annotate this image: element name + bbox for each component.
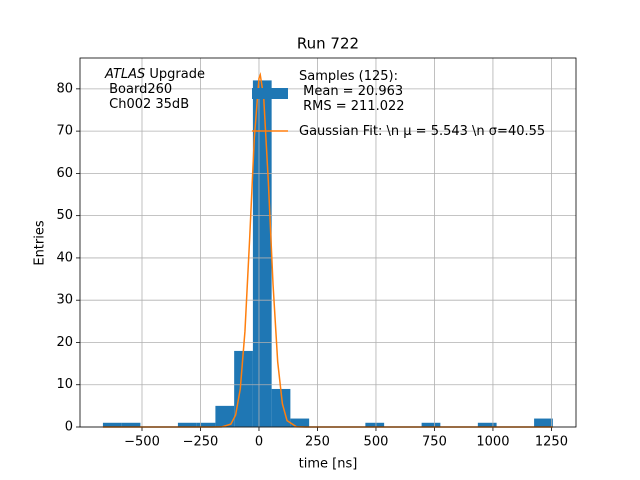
legend-label: Samples (125): Mean = 20.963 RMS = 211.0… xyxy=(299,69,405,114)
legend-label: Gaussian Fit: \n μ = 5.543 \n σ=40.55 xyxy=(299,124,546,139)
y-tick-label: 60 xyxy=(56,166,73,181)
y-tick-label: 0 xyxy=(65,420,73,435)
y-axis-label: Entries xyxy=(33,220,48,266)
y-tick-label: 10 xyxy=(56,377,73,392)
legend-swatch xyxy=(252,88,288,99)
x-tick-label: 1000 xyxy=(476,435,509,450)
x-tick-label: 250 xyxy=(305,435,330,450)
bar xyxy=(290,418,310,427)
bar xyxy=(177,422,197,427)
bar xyxy=(477,422,497,427)
x-tick-label: 750 xyxy=(422,435,447,450)
bar xyxy=(215,405,235,427)
bar xyxy=(365,422,385,427)
x-tick-label: 0 xyxy=(255,435,263,450)
x-axis-label: time [ns] xyxy=(299,457,358,472)
bar xyxy=(421,422,441,427)
fit-line xyxy=(102,71,553,428)
y-tick-label: 40 xyxy=(56,250,73,265)
bar xyxy=(252,80,272,427)
bar xyxy=(234,350,253,427)
bar xyxy=(102,422,122,427)
y-tick-label: 20 xyxy=(56,335,73,350)
chart-title: Run 722 xyxy=(297,35,359,53)
y-tick-label: 50 xyxy=(56,208,73,223)
annotation-text: Upgrade xyxy=(145,67,205,82)
bar xyxy=(196,422,216,427)
x-tick-label: −500 xyxy=(124,435,160,450)
y-tick-label: 70 xyxy=(56,124,73,139)
annotation: ATLAS Upgrade Board260 Ch002 35dB xyxy=(105,67,205,112)
x-tick-label: 1250 xyxy=(535,435,568,450)
annotation-line: Board260 xyxy=(105,82,173,97)
experiment: ATLAS xyxy=(105,67,146,82)
bar xyxy=(534,418,553,427)
y-tick-label: 30 xyxy=(56,293,73,308)
bar xyxy=(121,422,141,427)
x-tick-label: 500 xyxy=(364,435,389,450)
y-tick-label: 80 xyxy=(56,81,73,96)
annotation-line: Ch002 35dB xyxy=(105,97,190,112)
plot-frame xyxy=(79,57,577,428)
x-tick-label: −250 xyxy=(183,435,219,450)
